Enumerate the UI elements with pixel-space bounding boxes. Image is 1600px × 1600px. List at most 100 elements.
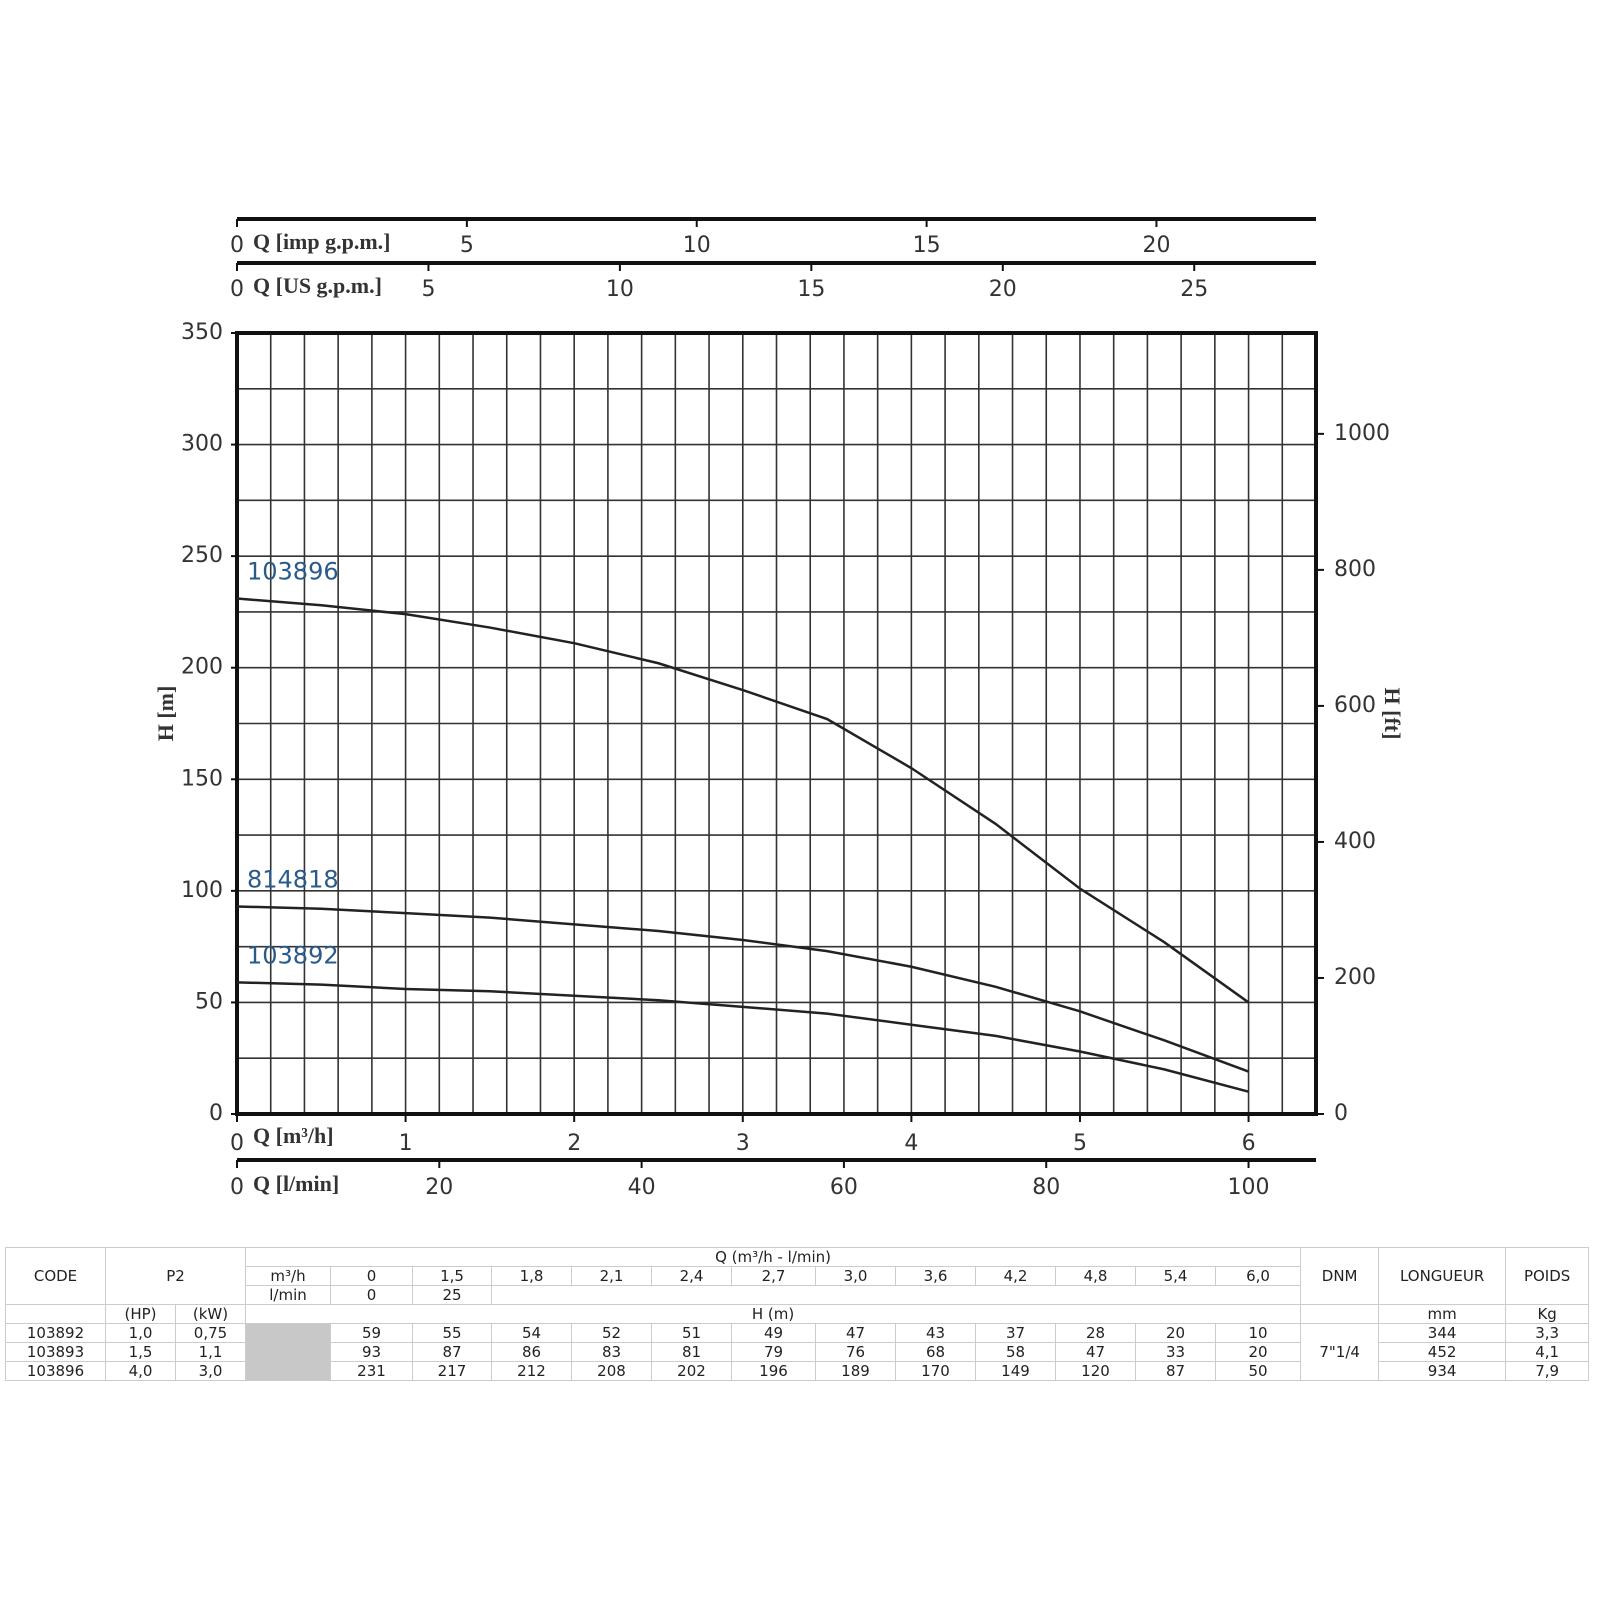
table-cell: 1,5: [412, 1266, 492, 1286]
table-cell: [490, 1285, 1302, 1305]
table-cell: 3,3: [1505, 1323, 1590, 1343]
table-cell: 28: [1055, 1323, 1136, 1343]
axis-tick-label: 25: [1180, 277, 1208, 302]
table-cell: 47: [815, 1323, 896, 1343]
table-cell: 212: [491, 1361, 572, 1381]
table-cell: 52: [571, 1323, 652, 1343]
axis-tick-label: 0: [230, 277, 244, 302]
curve: [236, 905, 1249, 1073]
table-cell: [5, 1304, 106, 1324]
y-axis-label: H [m]: [153, 686, 178, 742]
table-cell: 189: [815, 1361, 896, 1381]
axis-label: Q [US g.p.m.]: [253, 273, 382, 298]
table-row: m³/h 0 1,5 1,8 2,1 2,4 2,7 3,0 3,6 4,2 4,8 5,4 6,0: [6, 1266, 1589, 1286]
table-cell: 1,5: [105, 1342, 176, 1362]
shaded-cell: [245, 1323, 331, 1381]
axis-tick-label: 10: [606, 277, 634, 302]
axis-tick-label: 100: [1228, 1175, 1270, 1200]
axis-tick-label: 10: [683, 233, 711, 258]
axis-tick-label: 20: [989, 277, 1017, 302]
table-cell: 58: [975, 1342, 1056, 1362]
x-tick-label: 3: [736, 1131, 750, 1156]
table-cell: 1,8: [491, 1266, 572, 1286]
y-tick-label: 300: [181, 432, 223, 457]
table-cell: 20: [1214, 1342, 1302, 1362]
table-cell: 452: [1378, 1342, 1507, 1362]
table-cell: 79: [731, 1342, 816, 1362]
table-cell: 103892: [5, 1323, 106, 1343]
x-tick-label: 6: [1242, 1131, 1256, 1156]
axis-label: Q [imp g.p.m.]: [253, 229, 391, 254]
header-cell: DNM: [1300, 1247, 1380, 1305]
table-cell: 344: [1378, 1323, 1507, 1343]
series-label: 814818: [247, 865, 339, 893]
axis-tick-label: 60: [830, 1175, 858, 1200]
curve: [236, 981, 1249, 1093]
table-cell: 217: [412, 1361, 492, 1381]
table-cell: 76: [815, 1342, 896, 1362]
table-cell: 20: [1135, 1323, 1216, 1343]
table-cell: 0: [330, 1285, 413, 1305]
table-cell: 2,4: [651, 1266, 732, 1286]
table-cell: 7,9: [1505, 1361, 1590, 1381]
table-cell: 2,7: [731, 1266, 816, 1286]
header-cell: LONGUEUR: [1378, 1247, 1507, 1305]
table-cell: 202: [651, 1361, 732, 1381]
unit-cell: mm: [1378, 1304, 1507, 1324]
table-row: 103896 4,0 3,0 231 217 212 208 202 196 189 170 149 1…: [5, 1361, 1590, 1381]
axis-tick-label: 5: [460, 233, 474, 258]
axis-tick-label: 0: [230, 1175, 244, 1200]
axis-label: Q [l/min]: [253, 1171, 339, 1196]
table-cell: 83: [571, 1342, 652, 1362]
y-tick-label: 50: [195, 989, 223, 1014]
table-cell: 68: [895, 1342, 976, 1362]
table-cell: 47: [1055, 1342, 1136, 1362]
table-cell: 43: [895, 1323, 976, 1343]
table-cell: 3,6: [895, 1266, 976, 1286]
table-cell: 3,0: [815, 1266, 896, 1286]
table-cell: 4,1: [1505, 1342, 1590, 1362]
series-label: 103892: [247, 941, 339, 969]
x-tick-label: 4: [904, 1131, 918, 1156]
table-cell: 196: [731, 1361, 816, 1381]
unit-cell: m³/h: [245, 1266, 331, 1286]
y2-tick-label: 800: [1334, 557, 1376, 582]
table-cell: 50: [1214, 1361, 1302, 1381]
table-cell: 55: [412, 1323, 492, 1343]
table-cell: 81: [651, 1342, 732, 1362]
x-tick-label: 2: [567, 1131, 581, 1156]
table-cell: 25: [412, 1285, 492, 1305]
table-cell: 103893: [5, 1342, 106, 1362]
unit-cell: (HP): [105, 1304, 176, 1324]
y-tick-label: 350: [181, 320, 223, 345]
y2-tick-label: 400: [1334, 829, 1376, 854]
curve: [236, 597, 1250, 1004]
table-cell: 87: [412, 1342, 492, 1362]
y-tick-label: 200: [181, 655, 223, 680]
table-cell: 87: [1135, 1361, 1216, 1381]
y-tick-label: 100: [181, 878, 223, 903]
table-cell: 4,2: [975, 1266, 1056, 1286]
x-tick-label: 1: [399, 1131, 413, 1156]
table-cell: 170: [895, 1361, 976, 1381]
axis-tick-label: 5: [421, 277, 435, 302]
table-cell: 5,4: [1135, 1266, 1216, 1286]
x-tick-label: 0: [230, 1131, 244, 1156]
table-cell: 149: [975, 1361, 1056, 1381]
header-cell: P2: [105, 1247, 246, 1305]
axis-tick-label: 0: [230, 233, 244, 258]
table-cell: 3,0: [175, 1361, 246, 1381]
y2-axis-label: H [ft]: [1380, 688, 1405, 740]
y2-tick-label: 0: [1334, 1101, 1348, 1126]
y2-tick-label: 200: [1334, 965, 1376, 990]
table-cell: 7"1/4: [1300, 1323, 1380, 1381]
axis-tick-label: 15: [913, 233, 941, 258]
table-cell: 4,8: [1055, 1266, 1136, 1286]
table-cell: 231: [330, 1361, 413, 1381]
table-cell: 86: [491, 1342, 572, 1362]
y2-tick-label: 1000: [1334, 421, 1390, 446]
table-cell: 1,0: [105, 1323, 176, 1343]
axis-tick-label: 20: [425, 1175, 453, 1200]
